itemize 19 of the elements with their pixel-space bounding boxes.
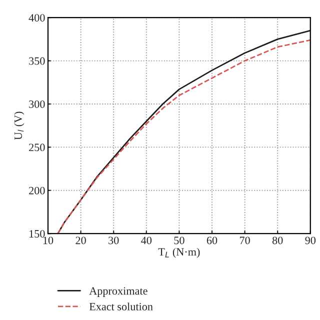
y-tick-label: 400 <box>28 14 45 22</box>
x-tick-label: 70 <box>240 236 250 244</box>
y-tick-label: 350 <box>29 57 45 65</box>
legend-label: Exact solution <box>89 302 153 310</box>
x-tick-label: 10 <box>43 236 54 244</box>
x-axis-title: T$_{L}$ (N·m) <box>158 248 200 258</box>
y-tick-label: 250 <box>29 144 45 152</box>
legend-label: Approximate <box>89 287 148 297</box>
x-tick-label: 80 <box>272 236 283 244</box>
y-tick-label: 150 <box>30 230 45 238</box>
y-axis-title: U$_{l}$ (V) <box>14 112 24 140</box>
y-tick-label: 200 <box>29 186 45 194</box>
x-tick-label: 90 <box>305 236 316 244</box>
x-tick-label: 30 <box>108 236 119 244</box>
x-tick-label: 50 <box>174 236 184 244</box>
x-tick-label: 60 <box>206 236 218 244</box>
x-tick-label: 20 <box>76 236 86 244</box>
y-tick-label: 300 <box>29 100 45 108</box>
x-tick-label: 40 <box>141 236 152 244</box>
